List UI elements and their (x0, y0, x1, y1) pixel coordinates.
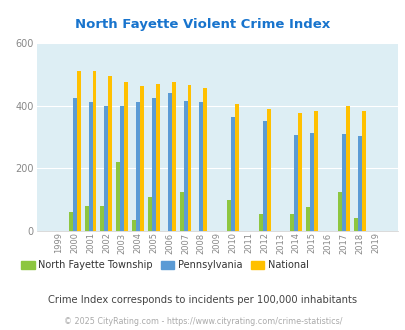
Bar (357, 136, 361, 231)
Bar (258, 214, 262, 231)
Bar (187, 85, 191, 231)
Bar (226, 200, 230, 231)
Bar (140, 86, 144, 231)
Bar (337, 192, 341, 231)
Bar (84, 206, 88, 231)
Legend: North Fayette Township, Pennsylvania, National: North Fayette Township, Pennsylvania, Na… (17, 256, 312, 274)
Bar (88, 103, 92, 231)
Bar (68, 212, 72, 231)
Text: North Fayette Violent Crime Index: North Fayette Violent Crime Index (75, 18, 330, 31)
Text: Crime Index corresponds to incidents per 100,000 inhabitants: Crime Index corresponds to incidents per… (48, 295, 357, 305)
Bar (298, 113, 302, 231)
Bar (136, 102, 140, 231)
Bar (147, 197, 151, 231)
Bar (309, 133, 313, 231)
Bar (108, 76, 112, 231)
Bar (234, 104, 239, 231)
Bar (116, 162, 120, 231)
Bar (151, 98, 156, 231)
Bar (341, 134, 345, 231)
Bar (305, 208, 309, 231)
Bar (361, 111, 365, 231)
Bar (124, 82, 128, 231)
Bar (77, 71, 81, 231)
Text: © 2025 CityRating.com - https://www.cityrating.com/crime-statistics/: © 2025 CityRating.com - https://www.city… (64, 317, 341, 326)
Bar (313, 111, 318, 231)
Bar (132, 220, 136, 231)
Bar (345, 106, 349, 231)
Bar (104, 106, 108, 231)
Bar (262, 121, 266, 231)
Bar (100, 206, 104, 231)
Bar (92, 71, 96, 231)
Bar (179, 192, 183, 231)
Bar (203, 88, 207, 231)
Bar (290, 214, 294, 231)
Bar (294, 135, 298, 231)
Bar (199, 103, 203, 231)
Bar (183, 101, 187, 231)
Bar (156, 84, 160, 231)
Bar (266, 109, 270, 231)
Bar (72, 98, 77, 231)
Bar (167, 93, 171, 231)
Bar (353, 218, 357, 231)
Bar (230, 116, 234, 231)
Bar (120, 106, 124, 231)
Bar (171, 82, 175, 231)
